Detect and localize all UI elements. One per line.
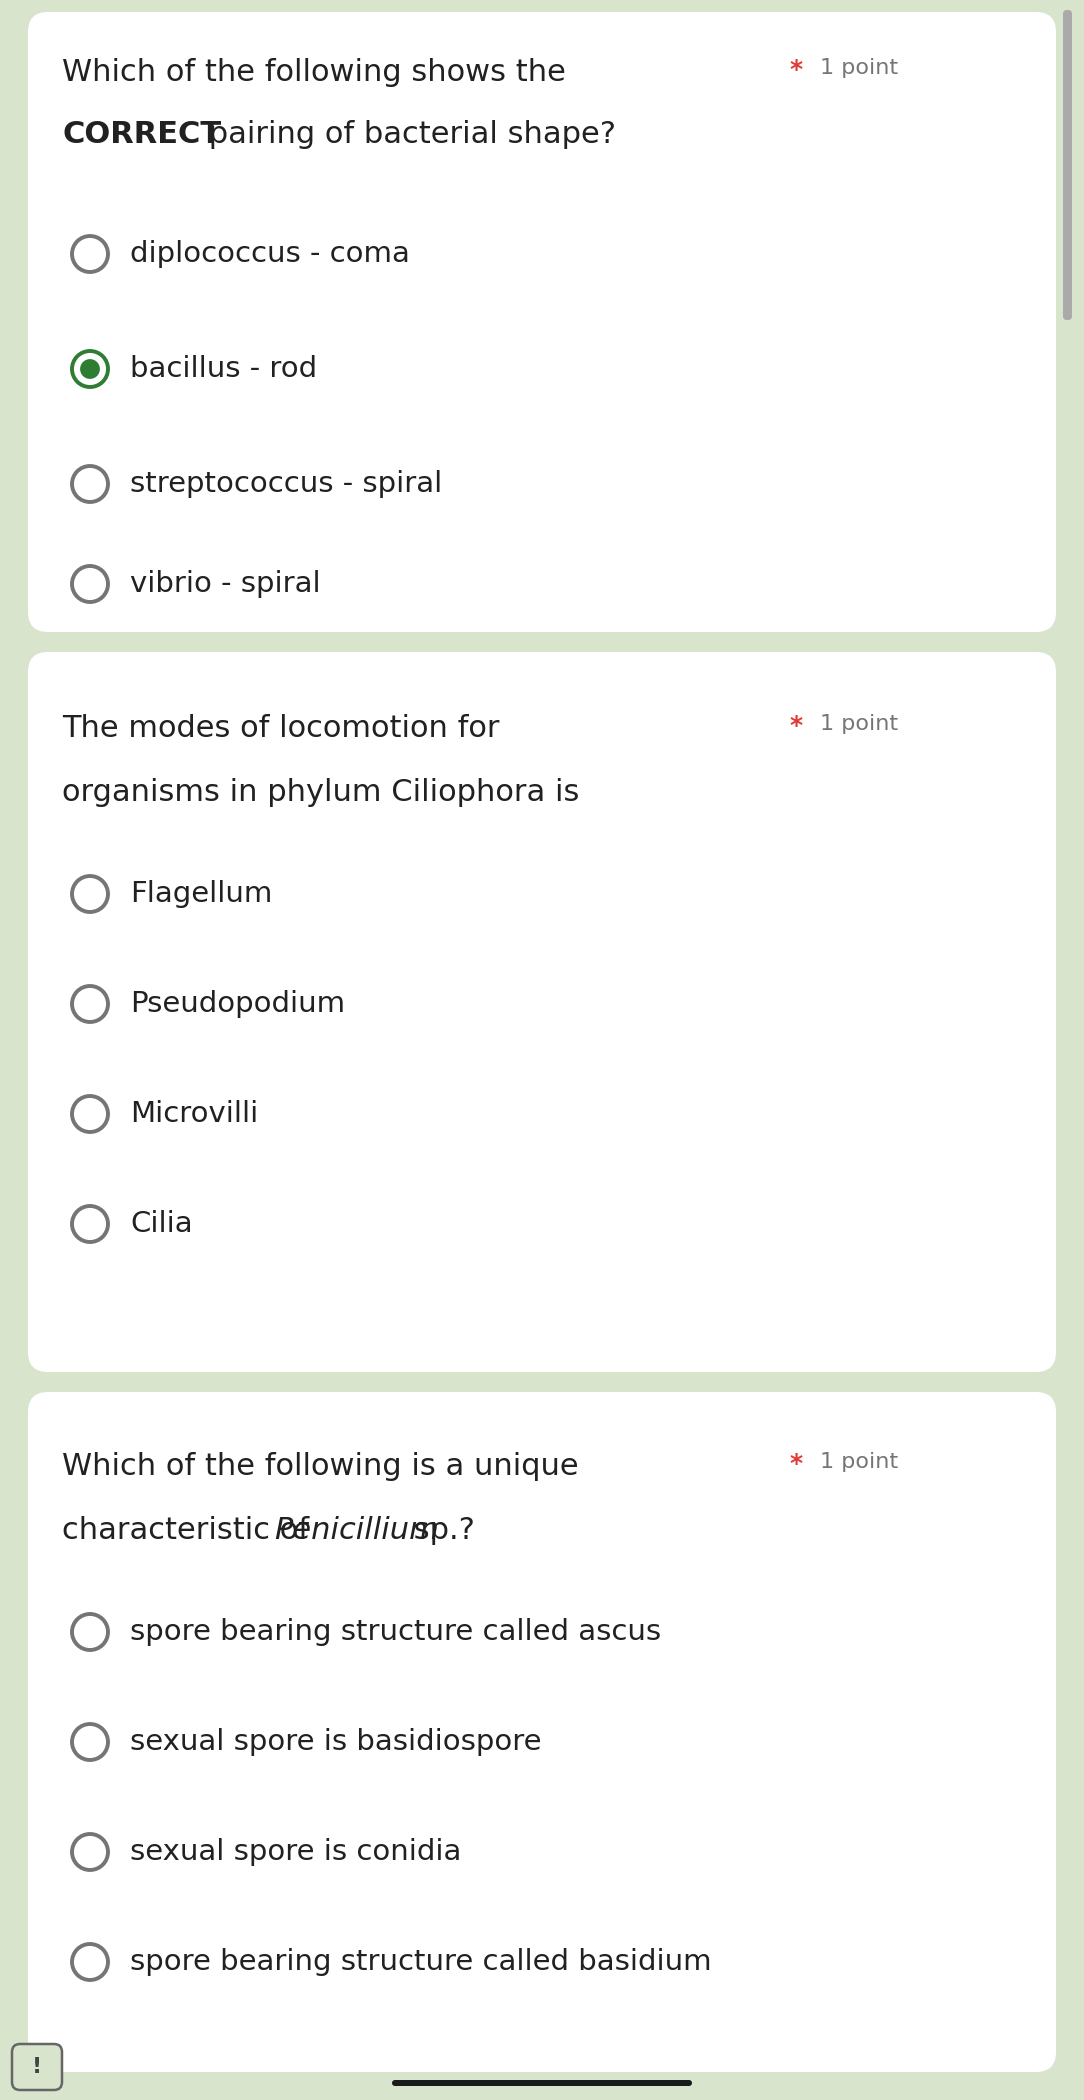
Text: 1 point: 1 point <box>820 59 899 78</box>
Circle shape <box>72 351 108 386</box>
Text: pairing of bacterial shape?: pairing of bacterial shape? <box>199 120 616 149</box>
Text: 1 point: 1 point <box>820 1451 899 1472</box>
Circle shape <box>72 466 108 502</box>
Text: !: ! <box>31 2058 42 2077</box>
Text: bacillus - rod: bacillus - rod <box>130 355 318 382</box>
Circle shape <box>72 1724 108 1760</box>
Text: Penicillium: Penicillium <box>274 1516 439 1546</box>
Text: *: * <box>790 59 803 82</box>
Text: sexual spore is basidiospore: sexual spore is basidiospore <box>130 1728 542 1756</box>
Circle shape <box>72 1205 108 1241</box>
Text: Cilia: Cilia <box>130 1210 193 1239</box>
FancyBboxPatch shape <box>28 651 1056 1371</box>
FancyBboxPatch shape <box>28 1392 1056 2073</box>
Text: *: * <box>790 714 803 737</box>
Circle shape <box>72 235 108 273</box>
Text: *: * <box>790 1451 803 1476</box>
Text: Pseudopodium: Pseudopodium <box>130 989 345 1018</box>
Text: Flagellum: Flagellum <box>130 880 272 907</box>
Text: vibrio - spiral: vibrio - spiral <box>130 569 321 598</box>
FancyBboxPatch shape <box>392 2079 692 2085</box>
Text: sexual spore is conidia: sexual spore is conidia <box>130 1838 462 1867</box>
Circle shape <box>72 876 108 911</box>
Circle shape <box>72 1833 108 1869</box>
Circle shape <box>72 987 108 1023</box>
Text: characteristic of: characteristic of <box>62 1516 319 1546</box>
Text: streptococcus - spiral: streptococcus - spiral <box>130 470 442 498</box>
Circle shape <box>72 1945 108 1980</box>
Text: 1 point: 1 point <box>820 714 899 735</box>
Text: diplococcus - coma: diplococcus - coma <box>130 239 410 269</box>
FancyBboxPatch shape <box>12 2043 62 2090</box>
Circle shape <box>72 567 108 603</box>
Text: The modes of locomotion for: The modes of locomotion for <box>62 714 500 743</box>
FancyBboxPatch shape <box>28 13 1056 632</box>
Circle shape <box>72 1615 108 1651</box>
Text: Which of the following is a unique: Which of the following is a unique <box>62 1451 579 1480</box>
Text: organisms in phylum Ciliophora is: organisms in phylum Ciliophora is <box>62 777 579 806</box>
Text: spore bearing structure called ascus: spore bearing structure called ascus <box>130 1617 661 1646</box>
Text: Microvilli: Microvilli <box>130 1100 258 1128</box>
Text: CORRECT: CORRECT <box>62 120 221 149</box>
Circle shape <box>72 1096 108 1132</box>
Text: spore bearing structure called basidium: spore bearing structure called basidium <box>130 1949 711 1976</box>
Text: Which of the following shows the: Which of the following shows the <box>62 59 566 86</box>
Circle shape <box>80 359 100 378</box>
FancyBboxPatch shape <box>1063 10 1072 319</box>
Text: sp.?: sp.? <box>404 1516 475 1546</box>
